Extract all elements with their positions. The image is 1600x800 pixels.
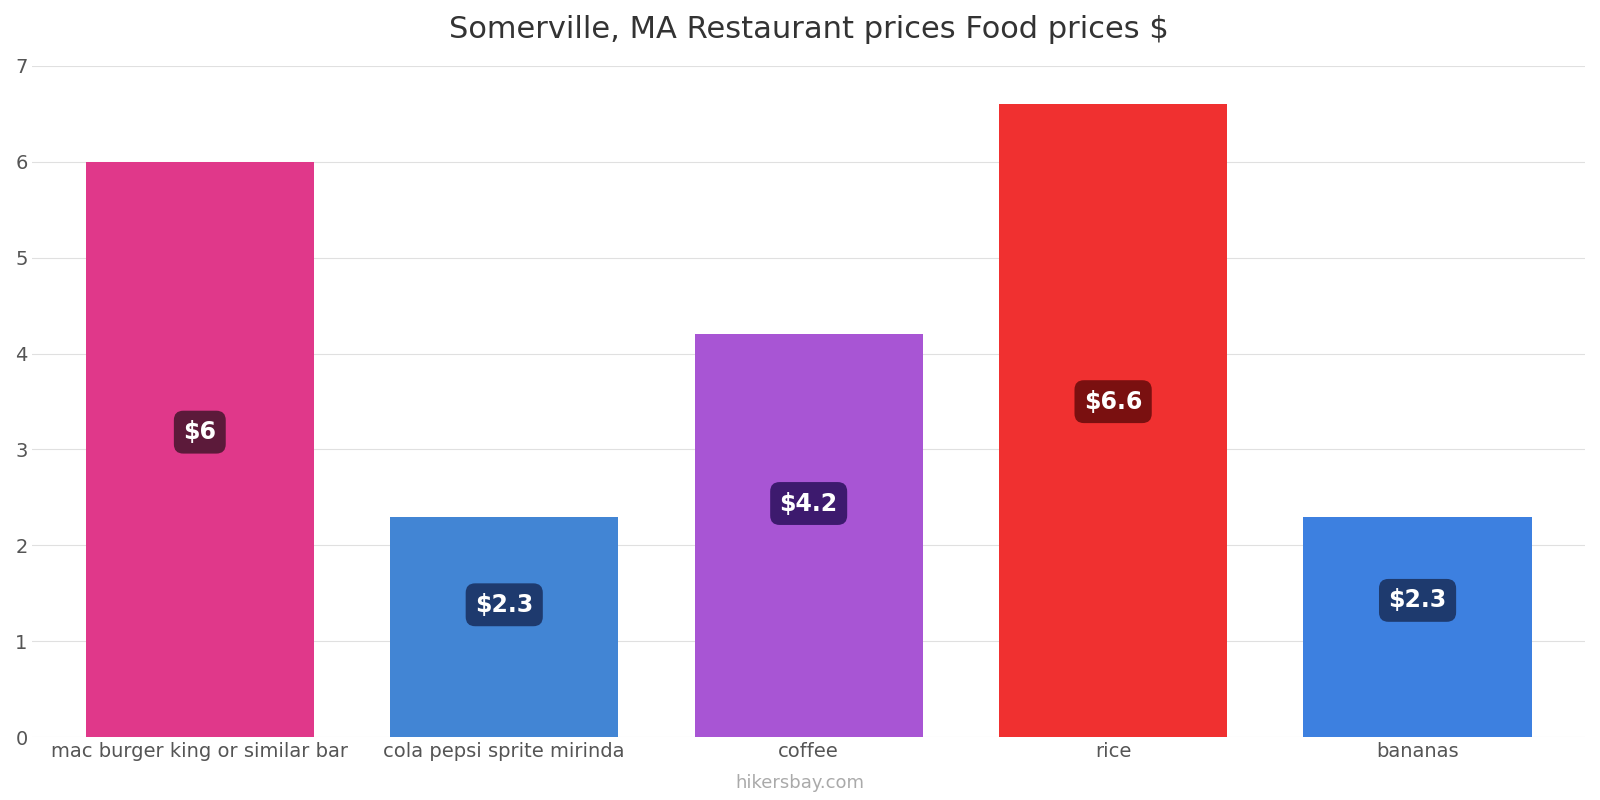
Bar <box>1304 517 1531 737</box>
Text: $2.3: $2.3 <box>475 593 533 617</box>
Bar <box>694 334 923 737</box>
Bar <box>390 517 619 737</box>
Text: $6.6: $6.6 <box>1083 390 1142 414</box>
Text: $2.3: $2.3 <box>1389 588 1446 612</box>
Bar <box>86 162 314 737</box>
Text: hikersbay.com: hikersbay.com <box>736 774 864 792</box>
Bar <box>998 104 1227 737</box>
Title: Somerville, MA Restaurant prices Food prices $: Somerville, MA Restaurant prices Food pr… <box>450 15 1168 44</box>
Text: $6: $6 <box>184 420 216 444</box>
Text: $4.2: $4.2 <box>779 491 838 515</box>
